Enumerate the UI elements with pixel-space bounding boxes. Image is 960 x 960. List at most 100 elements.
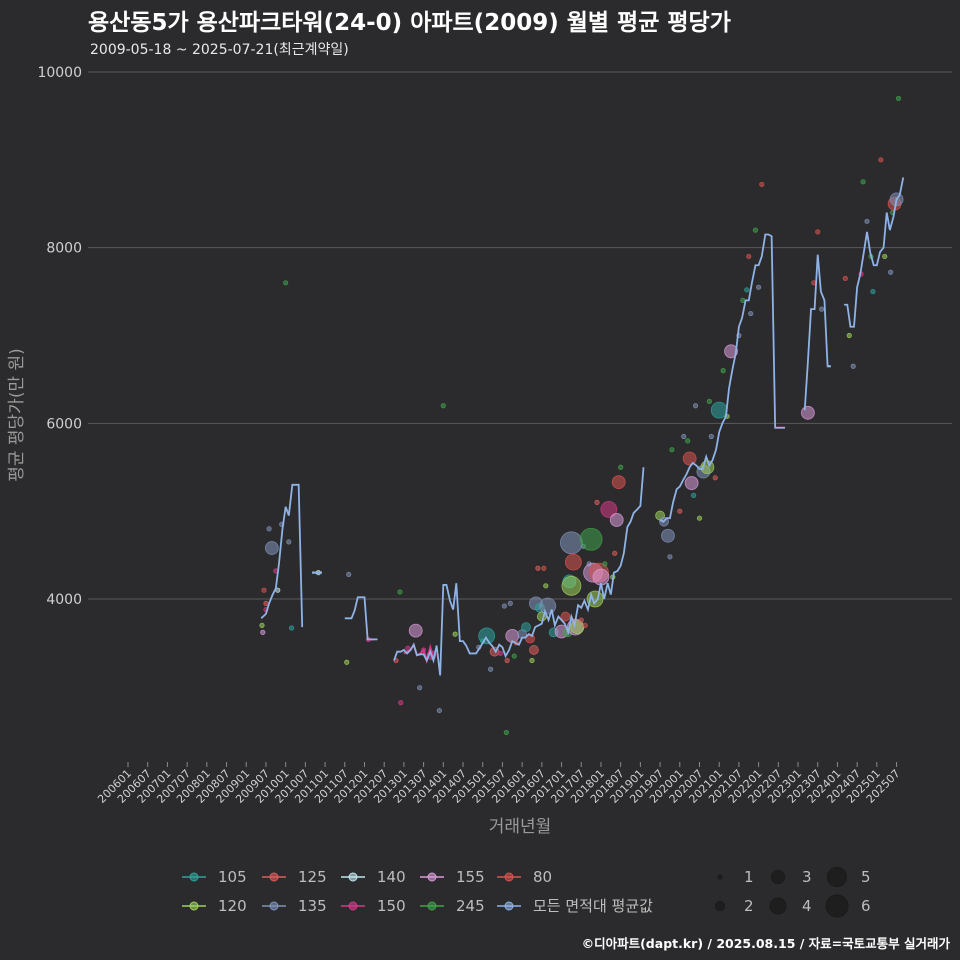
y-axis-title: 평균 평당가(만 원) xyxy=(7,348,27,482)
size-legend-label: 3 xyxy=(802,868,812,886)
size-key-circle xyxy=(717,874,723,880)
x-axis-title: 거래년월 xyxy=(489,817,552,837)
average-line-segment xyxy=(260,483,304,628)
point-245 xyxy=(440,403,446,409)
point-150 xyxy=(600,501,618,518)
point-155 xyxy=(724,344,738,359)
size-key-circle xyxy=(771,870,785,884)
point-120 xyxy=(846,332,852,339)
legend-item-120: 120 xyxy=(182,897,247,915)
point-125 xyxy=(504,657,510,664)
point-155 xyxy=(609,513,624,527)
point-135 xyxy=(819,306,825,312)
legend-item-80: 80 xyxy=(497,868,552,886)
series-lines xyxy=(260,177,905,676)
point-245 xyxy=(511,653,517,659)
chart-title: 용산동5가 용산파크타워(24-0) 아파트(2009) 월별 평균 평당가 xyxy=(88,10,731,36)
legend-label: 120 xyxy=(218,897,247,915)
legend-key-dot xyxy=(427,872,437,882)
average-line-segment xyxy=(803,254,831,411)
point-120 xyxy=(259,622,265,628)
point-120 xyxy=(344,659,350,665)
point-245 xyxy=(685,438,691,444)
size-legend-label: 2 xyxy=(744,897,754,915)
y-tick-labels: 4000 6000 8000 10000 xyxy=(37,65,82,608)
point-120 xyxy=(529,657,535,664)
legend: 105 120 125 135 140 150 155 245 80 모든 면적대 평균값 1 2 3 4… xyxy=(182,867,871,918)
point-135 xyxy=(346,571,352,578)
point-120 xyxy=(561,575,582,596)
legend-key-dot xyxy=(269,901,279,911)
point-125 xyxy=(529,645,539,655)
point-120 xyxy=(696,515,703,521)
y-tick-label: 6000 xyxy=(46,416,82,432)
point-135 xyxy=(850,363,856,369)
size-legend-item: 5 xyxy=(827,867,871,887)
point-135 xyxy=(266,526,272,532)
point-135 xyxy=(681,433,687,440)
point-125 xyxy=(594,499,600,505)
size-key-circle xyxy=(827,867,847,887)
point-245 xyxy=(706,398,712,404)
size-legend-label: 4 xyxy=(802,897,812,915)
size-key-circle xyxy=(769,897,787,915)
point-150 xyxy=(398,700,404,706)
point-125 xyxy=(677,508,683,514)
size-legend-item: 3 xyxy=(771,868,812,886)
chart-subtitle: 2009-05-18 ~ 2025-07-21(최근계약일) xyxy=(90,42,349,58)
point-80 xyxy=(541,565,547,571)
point-135 xyxy=(667,554,673,560)
point-245 xyxy=(895,95,902,101)
point-105 xyxy=(521,622,531,633)
size-key-circle xyxy=(715,901,725,911)
legend-item-245: 245 xyxy=(420,897,485,915)
point-135 xyxy=(507,600,513,606)
point-125 xyxy=(578,617,584,623)
y-tick-label: 10000 xyxy=(37,65,82,81)
point-80 xyxy=(842,275,848,282)
legend-item-105: 105 xyxy=(182,868,247,886)
point-135 xyxy=(864,218,870,224)
point-80 xyxy=(746,253,752,260)
legend-label: 140 xyxy=(377,868,406,886)
point-135 xyxy=(708,433,714,440)
legend-item-140: 140 xyxy=(341,868,406,886)
point-105 xyxy=(744,287,750,293)
point-135 xyxy=(661,528,675,543)
legend-key-dot xyxy=(189,872,199,882)
point-135 xyxy=(286,539,292,545)
size-legend-label: 1 xyxy=(744,868,754,886)
size-key-circle xyxy=(825,894,849,918)
point-135 xyxy=(488,666,494,672)
size-legend-label: 5 xyxy=(861,868,871,886)
point-245 xyxy=(669,447,675,453)
point-150 xyxy=(497,650,504,657)
point-245 xyxy=(283,280,289,286)
point-80 xyxy=(582,622,588,628)
point-80 xyxy=(759,181,765,188)
point-80 xyxy=(611,475,626,490)
point-135 xyxy=(264,541,279,555)
point-135 xyxy=(560,531,583,555)
point-135 xyxy=(748,310,754,317)
point-120 xyxy=(543,583,549,589)
legend-label: 150 xyxy=(377,897,406,915)
legend-key-dot xyxy=(504,901,514,911)
point-135 xyxy=(501,603,507,609)
legend-label: 105 xyxy=(218,868,247,886)
point-245 xyxy=(720,368,726,374)
point-125 xyxy=(263,600,269,606)
point-245 xyxy=(397,589,403,595)
legend-label: 80 xyxy=(533,868,552,886)
legend-key-dot xyxy=(269,872,279,882)
point-80 xyxy=(564,553,582,571)
x-tick-labels: 2006012006072007012007072008012008072009… xyxy=(95,762,903,806)
scatter-points xyxy=(259,95,904,736)
legend-item-155: 155 xyxy=(420,868,485,886)
legend-label: 모든 면적대 평균값 xyxy=(533,897,653,915)
point-245 xyxy=(752,227,759,233)
point-155 xyxy=(408,623,423,638)
average-line-segment xyxy=(844,177,905,328)
